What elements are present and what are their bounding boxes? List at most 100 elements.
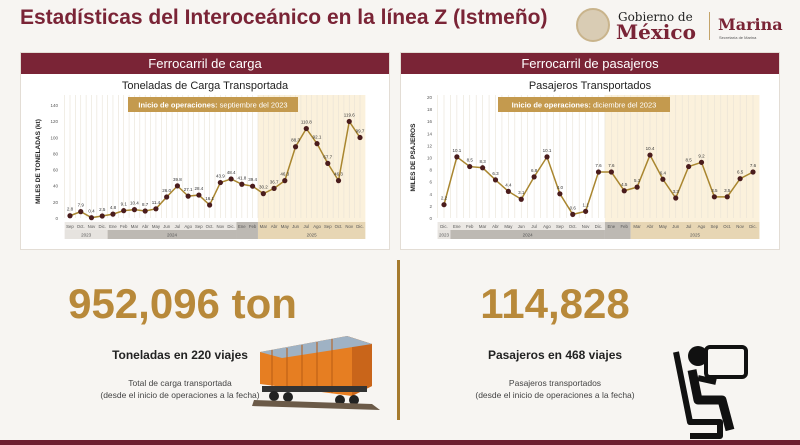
data-point	[686, 163, 692, 170]
y-tick-label: 14	[427, 131, 433, 136]
data-point	[196, 192, 202, 198]
logo-marina-sub: Secretaría de Marina	[719, 35, 757, 40]
boxcar-icon	[252, 336, 380, 410]
y-tick-label: 2	[429, 204, 432, 209]
month-strip	[107, 222, 237, 230]
year-strip	[257, 230, 366, 239]
data-label: 16.1	[205, 196, 214, 201]
passenger-total: 114,828	[480, 280, 630, 327]
page-title: Estadísticas del Interoceánico en la lín…	[20, 6, 548, 29]
y-tick-label: 6	[429, 180, 432, 185]
data-label: 9.2	[698, 153, 705, 158]
data-point	[153, 206, 159, 212]
x-tick-label: Mar	[633, 224, 641, 229]
data-label: 6.8	[531, 168, 538, 173]
data-label: 5.1	[634, 178, 641, 183]
year-label: 2023	[81, 233, 92, 238]
start-badge-text: Inicio de operaciones: diciembre del 202…	[512, 101, 657, 110]
x-tick-label: Jun	[292, 224, 300, 229]
data-point	[335, 178, 342, 184]
coat-of-arms-icon	[576, 8, 610, 42]
data-label: 0.4	[88, 209, 95, 214]
data-label: 99.7	[356, 129, 365, 134]
x-tick-label: Abr	[142, 224, 149, 229]
data-point	[750, 169, 756, 175]
y-tick-label: 20	[53, 200, 59, 205]
data-point	[467, 163, 473, 170]
data-label: 88.3	[291, 138, 300, 143]
data-point	[271, 185, 277, 191]
x-tick-label: Oct.	[77, 224, 85, 229]
x-tick-label: Oct.	[206, 224, 214, 229]
x-tick-label: Ene	[453, 224, 461, 229]
x-tick-label: Feb	[621, 224, 629, 229]
data-point	[505, 188, 511, 194]
x-tick-label: Jul	[304, 224, 310, 229]
data-label: 0.6	[570, 205, 577, 210]
data-point	[492, 177, 499, 183]
data-label: 9.1	[121, 202, 128, 207]
x-tick-label: Ago	[184, 224, 192, 229]
x-tick-label: Ago	[543, 224, 551, 229]
data-label: 26.0	[162, 188, 171, 193]
data-label: 39.4	[248, 177, 257, 182]
data-point	[303, 125, 309, 132]
data-label: 11.4	[152, 200, 161, 205]
footer-bar	[0, 440, 800, 445]
data-label: 8.5	[467, 158, 474, 163]
x-tick-label: Ago	[313, 224, 321, 229]
data-label: 3.5	[711, 188, 718, 193]
government-logo: Gobierno de México Marina Secretaría de …	[576, 8, 796, 44]
data-point	[260, 191, 266, 197]
data-point	[239, 181, 245, 187]
data-label: 48.4	[227, 170, 236, 175]
x-tick-label: Abr	[271, 224, 278, 229]
year-label: 2025	[307, 233, 318, 238]
data-point	[99, 213, 105, 219]
passenger-panel-title: Ferrocarril de pasajeros	[401, 53, 779, 74]
x-tick-label: Nov	[345, 224, 353, 229]
data-point	[142, 208, 148, 214]
x-tick-label: Ene	[109, 224, 117, 229]
data-point	[441, 202, 447, 208]
data-point	[88, 215, 95, 221]
data-point	[647, 152, 653, 158]
data-label: 6.3	[492, 171, 499, 176]
month-strip	[630, 222, 760, 230]
data-label: 8.3	[479, 159, 486, 164]
data-point	[583, 208, 589, 214]
year-strip	[236, 230, 258, 239]
y-tick-label: 18	[427, 107, 433, 112]
x-tick-label: Oct.	[335, 224, 343, 229]
x-tick-label: Jul	[531, 224, 537, 229]
data-label: 7.6	[750, 163, 757, 168]
x-tick-label: Dic.	[440, 224, 447, 229]
year-label: 2024	[523, 233, 534, 238]
month-strip	[236, 222, 258, 230]
passenger-chart: 0 2 4 6 8 10 12 14 16 18 20 MILES DE PSAJEROS Inicio…	[410, 95, 760, 239]
data-point	[557, 191, 563, 197]
freight-chart-title: Toneladas de Carga Transportada	[121, 80, 289, 92]
data-point	[518, 196, 524, 202]
data-label: 4.5	[621, 182, 628, 187]
y-tick-label: 10	[427, 156, 433, 161]
x-tick-label: Jul	[175, 224, 181, 229]
passenger-desc-line2: (desde el inicio de operaciones a la fec…	[475, 390, 635, 400]
y-axis-label: MILES DE TONELADAS (kt)	[35, 119, 42, 204]
data-point	[325, 160, 331, 166]
x-tick-label: Mar	[131, 224, 139, 229]
data-label: 27.1	[184, 187, 193, 192]
y-axis-label: MILES DE PSAJEROS	[410, 123, 417, 192]
data-label: 10.1	[543, 148, 552, 153]
y-tick-label: 8	[429, 168, 432, 173]
data-point	[164, 194, 170, 200]
data-label: 46.3	[280, 172, 289, 177]
data-point	[737, 176, 743, 182]
y-tick-label: 120	[50, 119, 58, 124]
data-label: 28.4	[195, 186, 204, 191]
x-tick-label: Nov	[736, 224, 744, 229]
data-label: 10.1	[452, 148, 461, 153]
x-tick-label: Feb	[249, 224, 257, 229]
x-tick-label: Oct.	[723, 224, 731, 229]
data-label: 10.4	[130, 201, 139, 206]
